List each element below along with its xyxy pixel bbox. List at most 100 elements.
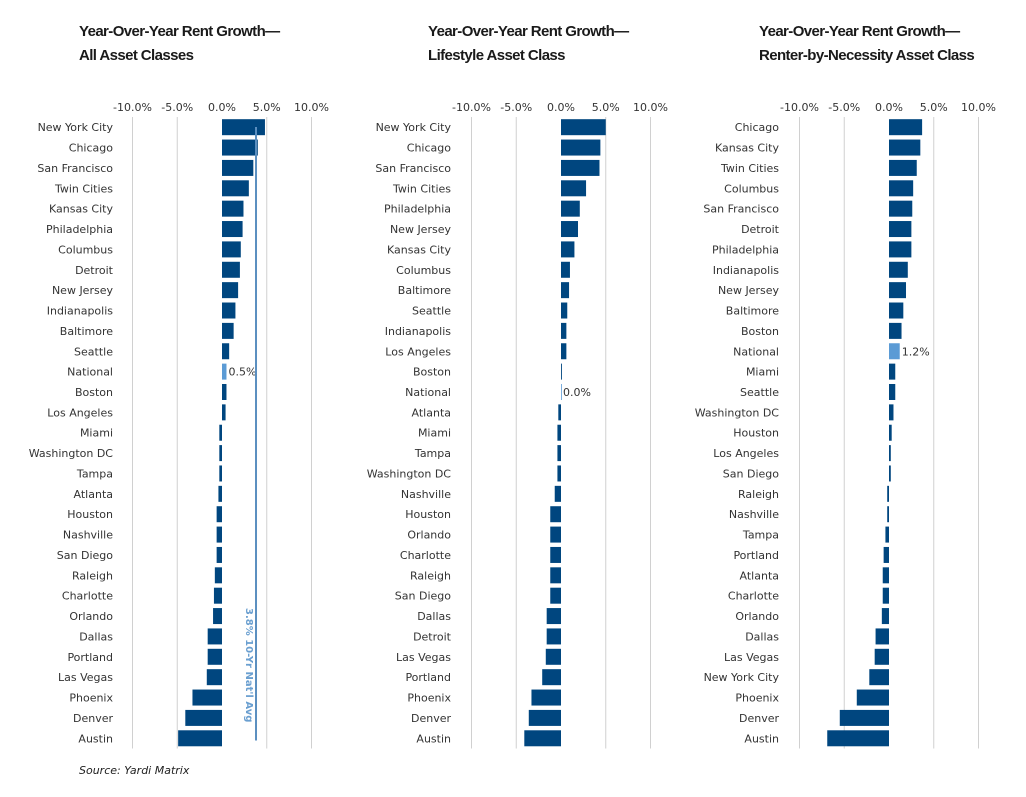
category-label: Dallas: [79, 630, 113, 643]
bar: [869, 669, 889, 686]
bar: [219, 445, 222, 462]
bar: [219, 465, 222, 482]
category-label: Phoenix: [69, 692, 113, 705]
bar: [542, 669, 561, 686]
category-label: Houston: [733, 427, 779, 440]
bar: [561, 322, 567, 339]
category-label: Los Angeles: [385, 345, 451, 358]
bar: [528, 709, 561, 726]
category-label: Austin: [744, 732, 779, 745]
category-label: Philadelphia: [384, 203, 451, 216]
category-label: Dallas: [417, 610, 451, 623]
source-note: Source: Yardi Matrix: [79, 764, 190, 777]
category-label: Twin Cities: [720, 162, 779, 175]
category-label: Houston: [67, 508, 113, 521]
x-tick-label: -10.0%: [780, 101, 819, 114]
bar: [889, 200, 913, 217]
bar-national: [889, 343, 900, 360]
bar: [222, 282, 239, 299]
category-label: National: [67, 366, 113, 379]
category-label: Portland: [67, 651, 113, 664]
bar: [531, 689, 561, 706]
category-label: Kansas City: [387, 243, 451, 256]
category-label: Baltimore: [726, 305, 779, 318]
x-tick-label: -5.0%: [828, 101, 860, 114]
bar: [889, 383, 896, 400]
category-label: Denver: [739, 712, 779, 725]
bar: [882, 567, 889, 584]
category-label: Baltimore: [398, 284, 451, 297]
data-label: 0.0%: [563, 386, 591, 399]
bar: [216, 546, 222, 563]
category-label: Nashville: [63, 529, 113, 542]
data-label: 1.2%: [902, 345, 930, 358]
bar: [558, 404, 561, 421]
bar: [222, 322, 234, 339]
bar: [561, 119, 606, 136]
category-label: San Diego: [57, 549, 113, 562]
category-label: Orlando: [407, 529, 451, 542]
bar: [561, 200, 580, 217]
category-label: Miami: [418, 427, 451, 440]
bar: [889, 261, 908, 278]
category-label: Miami: [80, 427, 113, 440]
category-label: Detroit: [413, 630, 452, 643]
category-label: Boston: [413, 366, 451, 379]
x-tick-label: 0.0%: [547, 101, 575, 114]
bar: [207, 648, 222, 665]
category-label: Seattle: [740, 386, 779, 399]
category-label: Chicago: [407, 142, 451, 155]
bar: [561, 282, 570, 299]
bar: [222, 302, 236, 319]
bar: [218, 485, 222, 502]
chart-title: Year-Over-Year Rent Growth—: [79, 23, 280, 40]
category-label: Indianapolis: [713, 264, 780, 277]
category-label: Nashville: [729, 508, 779, 521]
category-label: Washington DC: [367, 467, 452, 480]
category-label: Phoenix: [735, 692, 779, 705]
bar: [561, 180, 587, 197]
bar: [561, 139, 601, 156]
bar: [222, 221, 243, 238]
x-tick-label: 0.0%: [208, 101, 236, 114]
bar: [882, 587, 889, 604]
bar: [561, 159, 600, 176]
category-label: New Jersey: [718, 284, 780, 297]
category-label: New York City: [704, 671, 780, 684]
bar: [889, 221, 912, 238]
bar: [557, 465, 561, 482]
category-label: Orlando: [735, 610, 779, 623]
bar: [222, 261, 240, 278]
category-label: Kansas City: [715, 142, 779, 155]
category-label: Houston: [405, 508, 451, 521]
bar: [889, 180, 914, 197]
chart-title: Year-Over-Year Rent Growth—: [759, 23, 960, 40]
bar: [222, 159, 254, 176]
category-label: Atlanta: [74, 488, 113, 501]
x-tick-label: 10.0%: [633, 101, 668, 114]
category-label: Washington DC: [29, 447, 114, 460]
bar: [889, 322, 902, 339]
bar: [889, 282, 907, 299]
category-label: Twin Cities: [392, 182, 451, 195]
category-label: Tampa: [742, 529, 779, 542]
category-label: Seattle: [74, 345, 113, 358]
category-label: San Francisco: [703, 203, 779, 216]
bar: [557, 424, 561, 441]
bar: [550, 567, 561, 584]
category-label: Boston: [741, 325, 779, 338]
chart-title: All Asset Classes: [79, 47, 194, 64]
bar: [222, 241, 241, 258]
category-label: Detroit: [75, 264, 114, 277]
bar: [557, 445, 561, 462]
bar: [561, 363, 562, 380]
bar: [185, 709, 222, 726]
bar: [222, 404, 226, 421]
category-label: San Diego: [395, 590, 451, 603]
category-label: Chicago: [69, 142, 113, 155]
bar: [887, 485, 889, 502]
category-label: New York City: [38, 121, 114, 134]
category-label: San Diego: [723, 467, 779, 480]
bar: [885, 526, 889, 543]
category-label: Indianapolis: [385, 325, 452, 338]
